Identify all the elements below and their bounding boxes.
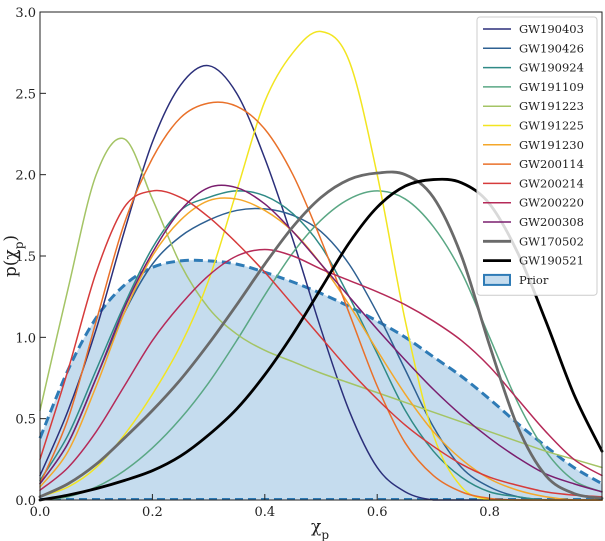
axes-layer: 0.0 0.2 0.4 0.6 0.8 0.0 0.5 1.0 1.5 2.0 2.5 3.0 [15, 6, 603, 520]
series-line-gw191223 [39, 137, 603, 469]
y-tick-label: 1.0 [15, 331, 36, 346]
y-tick-label: 1.5 [15, 250, 36, 265]
legend-label: GW200220 [519, 196, 584, 210]
x-tick-label: 0.6 [367, 505, 388, 520]
prior-fill [40, 260, 602, 500]
x-tick-label: 0.2 [142, 505, 163, 520]
legend-label: GW191230 [519, 138, 584, 152]
legend-label: GW190403 [519, 22, 584, 36]
series-line-gw190924 [39, 190, 603, 501]
legend-label: GW200308 [519, 215, 584, 229]
legend-label: GW190924 [519, 61, 584, 75]
y-tick-label: 0.5 [15, 413, 36, 428]
prior-line [38, 258, 603, 486]
legend-swatch-prior [483, 273, 511, 286]
x-tick-label: 0.0 [30, 505, 51, 520]
series-layer [38, 30, 604, 502]
legend-label: GW170502 [519, 234, 584, 248]
series-line-gw200308 [39, 184, 603, 493]
legend-label: GW191225 [519, 119, 584, 133]
series-line-gw200214 [39, 189, 603, 498]
x-tick-label: 0.4 [254, 505, 275, 520]
y-tick-label: 0.0 [15, 494, 36, 509]
legend-label: GW200114 [519, 157, 584, 171]
series-line-gw170502 [38, 170, 604, 500]
y-tick-label: 3.0 [15, 6, 36, 21]
y-tick-label: 2.5 [15, 87, 36, 102]
legend-label: GW191223 [519, 99, 584, 113]
series-line-gw200220 [39, 248, 603, 491]
x-tick-label: 0.8 [479, 505, 500, 520]
legend-label: GW190426 [519, 41, 584, 55]
legend-label: GW200214 [519, 176, 584, 190]
legend-label: Prior [519, 273, 549, 287]
legend: GW190403 GW190426 GW190924 GW191109 GW191223… [476, 16, 598, 296]
legend-label: GW190521 [519, 254, 584, 268]
series-line-gw191109 [39, 190, 603, 501]
x-axis-label: χp [311, 517, 329, 541]
y-tick-label: 2.0 [15, 169, 36, 184]
legend-label: GW191109 [519, 80, 584, 94]
